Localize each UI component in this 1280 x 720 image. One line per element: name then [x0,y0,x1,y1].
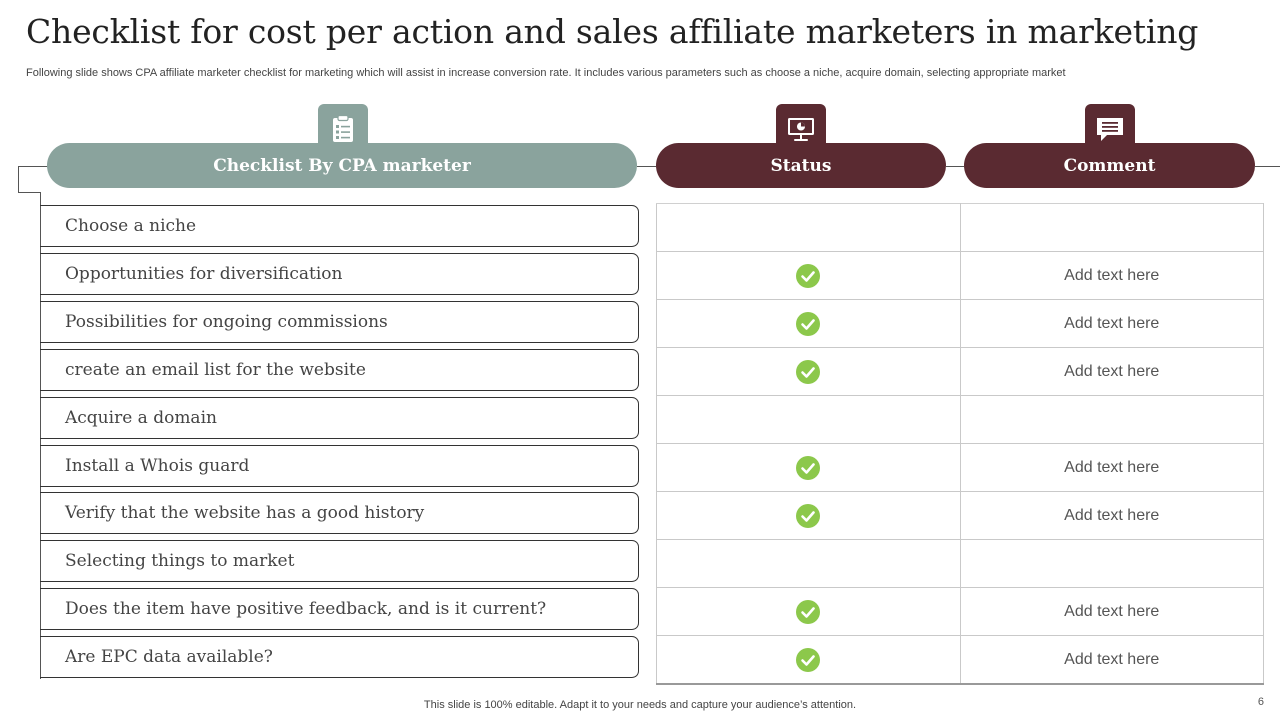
status-comment-table: Add text here Add text here Add text her… [656,203,1264,685]
status-cell [656,347,961,396]
comment-cell: Add text here [959,347,1264,396]
table-row: Add text here [656,251,1264,300]
table-row: Add text here [656,491,1264,540]
footer-note: This slide is 100% editable. Adapt it to… [423,699,857,711]
connector-line [18,166,48,167]
checklist-item: Acquire a domain [40,397,639,439]
header-comment-label: Comment [1063,155,1156,176]
checkmark-icon [796,503,821,528]
table-row [656,539,1264,588]
checkmark-icon [796,311,821,336]
header-status-label: Status [770,155,832,176]
status-cell [656,203,961,252]
slide-subtitle: Following slide shows CPA affiliate mark… [26,67,1066,79]
table-row: Add text here [656,299,1264,348]
status-cell [656,395,961,444]
checkmark-icon [796,455,821,480]
comment-cell [959,395,1264,444]
connector-line [637,166,656,167]
comment-cell: Add text here [959,491,1264,540]
header-checklist-label: Checklist By CPA marketer [213,155,471,176]
comment-cell [959,203,1264,252]
status-cell [656,443,961,492]
comment-cell [959,539,1264,588]
checklist-item: Selecting things to market [40,540,639,582]
checklist-item: Possibilities for ongoing commissions [40,301,639,343]
checklist-item: create an email list for the website [40,349,639,391]
checkmark-icon [796,599,821,624]
bracket-connector [18,166,40,193]
table-row: Add text here [656,635,1264,685]
checklist-item: Does the item have positive feedback, an… [40,588,639,630]
table-row [656,395,1264,444]
checklist-item: Opportunities for diversification [40,253,639,295]
status-cell [656,251,961,300]
page-number: 6 [1257,696,1264,708]
connector-line [946,166,964,167]
checklist-item: Verify that the website has a good histo… [40,492,639,534]
status-cell [656,539,961,588]
clipboard-icon [318,104,368,154]
status-cell [656,491,961,540]
comment-cell: Add text here [959,299,1264,348]
slide-title: Checklist for cost per action and sales … [26,12,1199,51]
checkmark-icon [796,263,821,288]
checkmark-icon [796,359,821,384]
comment-cell: Add text here [959,635,1264,685]
checkmark-icon [796,647,821,672]
table-row [656,203,1264,252]
checklist-item: Choose a niche [40,205,639,247]
comment-cell: Add text here [959,251,1264,300]
status-cell [656,587,961,636]
speech-bubble-icon [1085,104,1135,154]
presentation-icon [776,104,826,154]
table-row: Add text here [656,587,1264,636]
table-row: Add text here [656,347,1264,396]
checklist-item: Are EPC data available? [40,636,639,678]
checklist-item: Install a Whois guard [40,445,639,487]
status-cell [656,299,961,348]
status-cell [656,635,961,685]
table-row: Add text here [656,443,1264,492]
comment-cell: Add text here [959,443,1264,492]
connector-line [1255,166,1280,167]
comment-cell: Add text here [959,587,1264,636]
